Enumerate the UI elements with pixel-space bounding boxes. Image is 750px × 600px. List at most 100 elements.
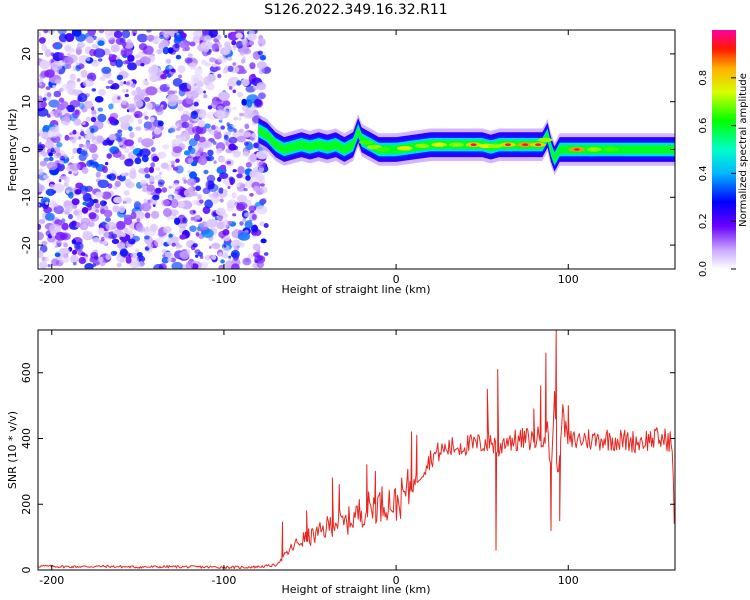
noise-blob	[85, 116, 91, 122]
noise-blob	[53, 90, 62, 98]
noise-blob	[63, 243, 68, 248]
noise-blob	[98, 227, 105, 234]
noise-blob	[189, 41, 196, 47]
noise-blob	[62, 83, 69, 92]
noise-blob	[136, 252, 143, 257]
track-hotspot	[604, 147, 619, 152]
noise-blob	[116, 74, 124, 81]
noise-blob	[131, 83, 136, 88]
noise-blob	[162, 254, 166, 258]
noise-blob	[58, 52, 65, 59]
noise-blob	[129, 131, 135, 139]
noise-blob	[220, 259, 226, 264]
noise-blob	[142, 112, 148, 117]
noise-blob	[249, 153, 257, 162]
noise-blob	[176, 200, 185, 209]
noise-blob	[63, 56, 74, 66]
noise-blob	[236, 80, 242, 86]
noise-blob	[81, 121, 86, 125]
x-tick-label: 100	[558, 574, 579, 587]
noise-blob	[89, 48, 97, 57]
noise-blob	[177, 105, 184, 112]
noise-blob	[259, 221, 265, 226]
noise-blob	[263, 252, 269, 256]
noise-blob	[237, 91, 244, 98]
noise-blob	[218, 119, 223, 123]
noise-blob	[128, 238, 136, 245]
noise-blob	[217, 55, 228, 64]
noise-blob	[222, 252, 229, 259]
noise-blob	[112, 205, 120, 213]
noise-blob	[39, 261, 48, 269]
noise-blob	[233, 245, 240, 251]
noise-blob	[163, 69, 170, 75]
noise-blob	[198, 156, 208, 166]
noise-blob	[139, 148, 151, 157]
noise-blob	[140, 202, 152, 212]
colorbar: 0.0 0.2 0.4 0.6 0.8 Normalized spectral ampl…	[698, 30, 749, 277]
noise-blob	[163, 226, 172, 234]
signal-track	[258, 114, 675, 176]
y-tick-label: -20	[20, 236, 33, 254]
noise-blob	[142, 79, 148, 86]
noise-blob	[82, 201, 88, 206]
noise-blob	[153, 40, 159, 45]
track-hotspot	[431, 142, 447, 147]
noise-blob	[175, 158, 180, 163]
y-tick-label: -10	[20, 188, 33, 206]
colorbar-tick-label: 0.2	[698, 213, 709, 229]
noise-blob	[161, 199, 170, 207]
noise-blob	[57, 30, 67, 35]
track-hotspot	[414, 143, 430, 149]
noise-blob	[118, 116, 130, 124]
noise-blob	[93, 120, 104, 130]
noise-blob	[227, 45, 232, 51]
noise-blob	[218, 91, 230, 101]
noise-blob	[151, 64, 159, 74]
noise-blob	[238, 128, 244, 133]
noise-blob	[91, 60, 100, 67]
noise-blob	[213, 160, 217, 164]
noise-blob	[98, 88, 106, 96]
noise-blob	[129, 107, 135, 113]
noise-blob	[64, 134, 70, 141]
noise-blob	[91, 88, 97, 92]
noise-blob	[130, 33, 134, 37]
noise-blob	[179, 250, 190, 260]
noise-blob	[68, 171, 72, 175]
noise-blob	[226, 160, 232, 165]
noise-blob	[142, 45, 154, 55]
noise-blob	[176, 127, 181, 131]
noise-blob	[45, 212, 55, 221]
noise-blob	[69, 132, 74, 136]
noise-blob	[189, 209, 197, 215]
noise-blob	[87, 30, 96, 36]
noise-blob	[99, 76, 106, 81]
noise-blob	[44, 48, 52, 58]
noise-blob	[216, 66, 221, 71]
noise-blob	[228, 86, 233, 90]
noise-blob	[102, 240, 108, 246]
noise-blob	[168, 185, 173, 189]
noise-blob	[231, 249, 240, 259]
noise-blob	[148, 166, 155, 174]
noise-blob	[168, 127, 176, 133]
noise-blob	[108, 103, 114, 110]
noise-blob	[159, 34, 165, 40]
noise-blob	[144, 173, 151, 179]
noise-blob	[150, 147, 156, 152]
noise-blob	[44, 69, 55, 78]
colorbar-label: Normalized spectral amplitude	[738, 73, 749, 227]
noise-blob	[206, 128, 212, 133]
noise-blob	[121, 99, 127, 106]
noise-blob	[252, 142, 260, 149]
noise-blob	[91, 153, 99, 160]
noise-blob	[100, 208, 106, 215]
noise-blob	[195, 214, 201, 220]
noise-blob	[254, 169, 260, 173]
noise-blob	[218, 187, 224, 194]
noise-blob	[72, 249, 77, 255]
noise-blob	[113, 230, 118, 235]
noise-blob	[227, 257, 232, 261]
colorbar-tick-label: 0.4	[698, 165, 709, 181]
